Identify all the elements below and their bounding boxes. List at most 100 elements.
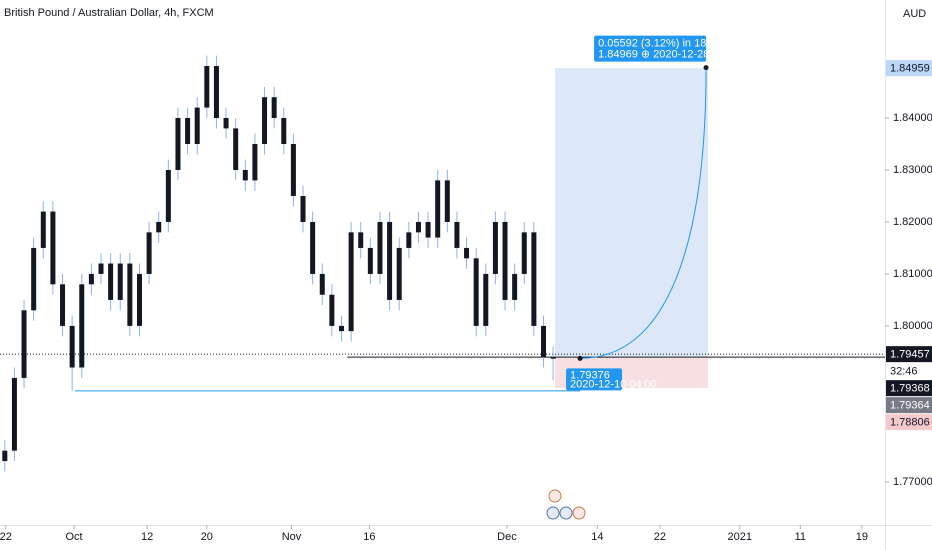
candle-body (290, 143, 296, 196)
candle-body (281, 117, 287, 144)
candle-body (98, 263, 104, 274)
candle-body (348, 232, 354, 332)
event-icon (572, 506, 586, 520)
candle-body (50, 211, 56, 285)
x-tick-label: Nov (282, 531, 302, 543)
x-tick-label: 20 (201, 531, 213, 543)
x-tick-label: 22 (654, 531, 666, 543)
candle-body (377, 221, 383, 274)
currency: AUD (903, 8, 926, 20)
x-tick-label: Oct (66, 531, 83, 543)
candle-body (194, 107, 200, 144)
candle-body (127, 263, 133, 326)
candle-body (108, 263, 114, 300)
candle-body (185, 117, 191, 144)
candle-body (136, 273, 142, 326)
candle-body (175, 117, 181, 170)
price-tag (886, 380, 932, 397)
candle-body (69, 325, 75, 368)
candle-body (31, 247, 37, 311)
candle-body (300, 195, 306, 222)
y-tick-label: 1.82000 (893, 216, 932, 228)
x-tick-label: Dec (497, 531, 517, 543)
y-tick-label: 1.80000 (893, 320, 932, 332)
projection-end (703, 65, 709, 71)
start-detail: 2020-12-10 04:00 (570, 378, 657, 390)
event-icon (548, 489, 562, 503)
candle-body (387, 221, 393, 300)
candle-body (2, 450, 8, 462)
candle-body (262, 97, 268, 144)
x-tick-label: 12 (141, 531, 153, 543)
candle-body (146, 232, 152, 274)
price-tag-label: 1.84959 (890, 63, 930, 75)
projection-curve (580, 67, 707, 359)
y-tick-label: 1.83000 (893, 164, 932, 176)
candle-body (338, 325, 344, 332)
candle-body (21, 310, 27, 378)
x-tick-label: 19 (856, 531, 868, 543)
target-text: 0.05592 (3.12%) in 18d 8h (598, 38, 728, 50)
candle-body (464, 247, 470, 259)
candle-body (473, 258, 479, 326)
event-icon (546, 506, 560, 520)
chart-title: British Pound / Australian Dollar, 4h, F… (4, 7, 214, 19)
target-callout (594, 35, 707, 62)
candle-body (252, 143, 258, 181)
candle-body (156, 221, 162, 233)
candle-body (367, 247, 373, 274)
candle-body (435, 180, 441, 238)
candle-body (242, 169, 248, 181)
start-callout (566, 368, 623, 391)
price-tag (886, 363, 932, 380)
price-tag-label: 1.79364 (890, 400, 930, 412)
candle-body (483, 273, 489, 326)
candle-body (88, 273, 94, 285)
candle-body (233, 128, 239, 170)
price-tag (886, 60, 932, 77)
candle-body (319, 273, 325, 295)
candle-body (492, 221, 498, 274)
target-zone (555, 68, 708, 358)
candle-body (329, 294, 335, 326)
projection-start (577, 355, 583, 361)
candle-body (40, 211, 46, 248)
x-tick-label: 14 (591, 531, 603, 543)
price-tag (886, 397, 932, 414)
price-tag-label: 1.79368 (890, 383, 930, 395)
candle-body (223, 117, 229, 129)
event-icons (546, 489, 586, 520)
candle-body (117, 263, 123, 300)
x-tick-label: 16 (363, 531, 375, 543)
price-tag-label: 1.78806 (890, 417, 930, 429)
x-tick-label: 22 (0, 531, 12, 543)
candle-body (358, 232, 364, 248)
price-tag (886, 346, 932, 363)
x-tick-label: 11 (795, 531, 806, 543)
candle-body (79, 284, 85, 368)
candle-body (11, 377, 17, 451)
start-price: 1.79376 (570, 369, 610, 381)
candle-body (213, 66, 219, 118)
target-detail: 1.84969 ⊕ 2020-12-28 12:00 (598, 49, 740, 61)
candle-body (406, 232, 412, 248)
candle-body (521, 232, 527, 274)
candle-body (502, 221, 508, 300)
candle-body (541, 325, 547, 358)
candle-body (415, 221, 421, 233)
y-tick-label: 1.84000 (893, 112, 932, 124)
candle-body (425, 221, 431, 238)
event-icon (559, 506, 573, 520)
price-tag (886, 414, 932, 431)
candle-body (310, 221, 316, 274)
candle-body (550, 357, 556, 359)
candle-body (454, 221, 460, 248)
y-tick-label: 1.77000 (893, 476, 932, 488)
candle-body (531, 232, 537, 326)
candle-body (444, 180, 450, 222)
x-tick-label: 2021 (728, 531, 752, 543)
candle-body (512, 273, 518, 300)
candle-body (204, 66, 210, 108)
